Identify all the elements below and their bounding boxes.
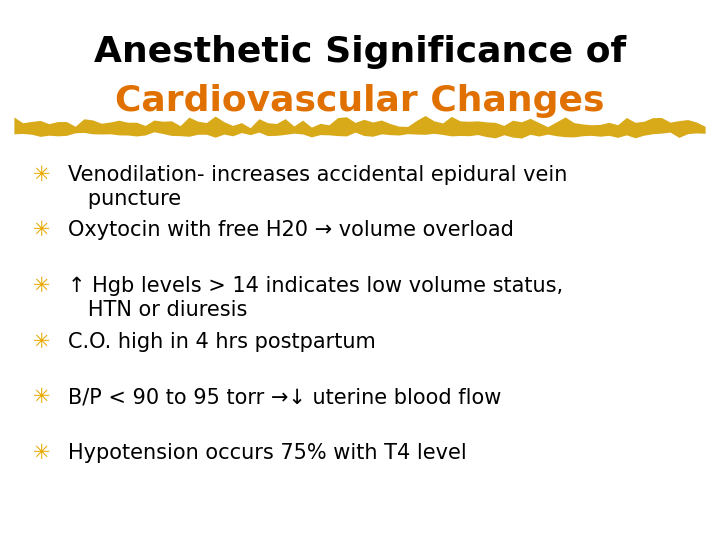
Text: Oxytocin with free H20 → volume overload: Oxytocin with free H20 → volume overload (68, 220, 514, 240)
Text: ↑ Hgb levels > 14 indicates low volume status,
   HTN or diuresis: ↑ Hgb levels > 14 indicates low volume s… (68, 276, 564, 320)
Text: ✳: ✳ (32, 387, 50, 407)
Text: C.O. high in 4 hrs postpartum: C.O. high in 4 hrs postpartum (68, 332, 376, 352)
Text: Anesthetic Significance of: Anesthetic Significance of (94, 35, 626, 69)
Text: B/P < 90 to 95 torr →↓ uterine blood flow: B/P < 90 to 95 torr →↓ uterine blood flo… (68, 387, 502, 407)
Text: ✳: ✳ (32, 220, 50, 240)
Text: Cardiovascular Changes: Cardiovascular Changes (115, 84, 605, 118)
Text: Hypotension occurs 75% with T4 level: Hypotension occurs 75% with T4 level (68, 443, 467, 463)
Text: ✳: ✳ (32, 165, 50, 185)
Text: ✳: ✳ (32, 332, 50, 352)
Text: Venodilation- increases accidental epidural vein
   puncture: Venodilation- increases accidental epidu… (68, 165, 568, 208)
Text: ✳: ✳ (32, 443, 50, 463)
Polygon shape (14, 116, 706, 139)
Text: ✳: ✳ (32, 276, 50, 296)
